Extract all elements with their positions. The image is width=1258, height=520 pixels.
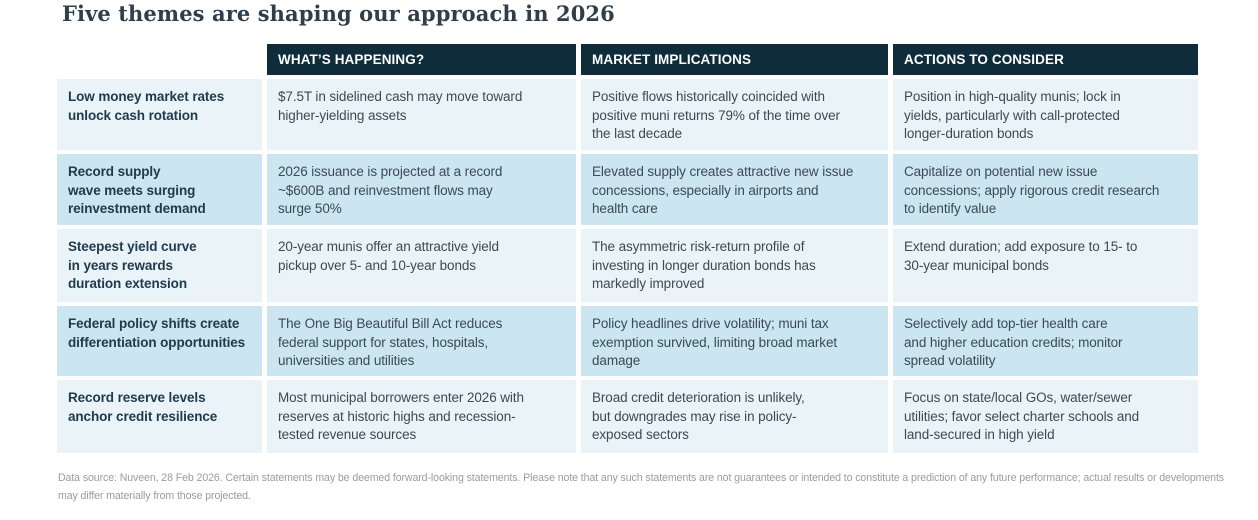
implications-cell-row3: The asymmetric risk-return profile of in… bbox=[581, 229, 888, 302]
footnote: Data source: Nuveen, 28 Feb 2026. Certai… bbox=[58, 472, 1225, 502]
header-spacer bbox=[57, 44, 262, 75]
column-header-actions-to-consider: ACTIONS TO CONSIDER bbox=[893, 44, 1198, 75]
theme-cell-row3: Steepest yield curve in years rewards du… bbox=[57, 229, 262, 302]
happening-cell-row3: 20-year munis offer an attractive yield … bbox=[267, 229, 576, 302]
actions-cell-row1: Position in high-quality munis; lock in … bbox=[893, 79, 1198, 150]
column-header-whats-happening: WHAT’S HAPPENING? bbox=[267, 44, 576, 75]
theme-cell-row2: Record supply wave meets surging reinves… bbox=[57, 154, 262, 225]
implications-cell-row2: Elevated supply creates attractive new i… bbox=[581, 154, 888, 225]
theme-cell-row5: Record reserve levels anchor credit resi… bbox=[57, 380, 262, 453]
page-title: Five themes are shaping our approach in … bbox=[62, 1, 615, 26]
implications-cell-row1: Positive flows historically coincided wi… bbox=[581, 79, 888, 150]
actions-cell-row2: Capitalize on potential new issue conces… bbox=[893, 154, 1198, 225]
actions-cell-row5: Focus on state/local GOs, water/sewer ut… bbox=[893, 380, 1198, 453]
happening-cell-row2: 2026 issuance is projected at a record ~… bbox=[267, 154, 576, 225]
happening-cell-row1: $7.5T in sidelined cash may move toward … bbox=[267, 79, 576, 150]
theme-cell-row4: Federal policy shifts create differentia… bbox=[57, 306, 262, 376]
happening-cell-row4: The One Big Beautiful Bill Act reduces f… bbox=[267, 306, 576, 376]
actions-cell-row3: Extend duration; add exposure to 15- to … bbox=[893, 229, 1198, 302]
themes-table: WHAT’S HAPPENING? MARKET IMPLICATIONS AC… bbox=[57, 44, 1198, 453]
theme-cell-row1: Low money market rates unlock cash rotat… bbox=[57, 79, 262, 150]
implications-cell-row5: Broad credit deterioration is unlikely, … bbox=[581, 380, 888, 453]
column-header-market-implications: MARKET IMPLICATIONS bbox=[581, 44, 888, 75]
actions-cell-row4: Selectively add top-tier health care and… bbox=[893, 306, 1198, 376]
happening-cell-row5: Most municipal borrowers enter 2026 with… bbox=[267, 380, 576, 453]
implications-cell-row4: Policy headlines drive volatility; muni … bbox=[581, 306, 888, 376]
